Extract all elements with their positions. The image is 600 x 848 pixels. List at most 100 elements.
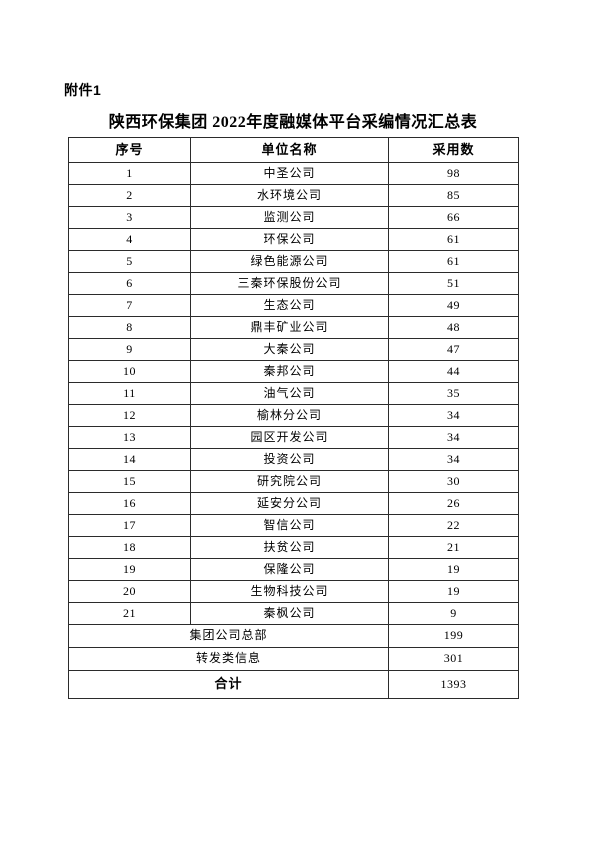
cell-name: 秦枫公司	[190, 602, 389, 625]
cell-count: 34	[388, 404, 519, 427]
total-count: 1393	[388, 670, 519, 699]
cell-count: 22	[388, 514, 519, 537]
cell-count: 51	[388, 272, 519, 295]
cell-count: 19	[388, 558, 519, 581]
summary-label: 转发类信息	[68, 647, 389, 671]
cell-no: 6	[68, 272, 191, 295]
cell-count: 61	[388, 228, 519, 251]
table-row: 11 油气公司 35	[68, 382, 519, 405]
cell-no: 1	[68, 162, 191, 185]
cell-no: 15	[68, 470, 191, 493]
header-cell-no: 序号	[68, 137, 191, 163]
cell-name: 智信公司	[190, 514, 389, 537]
table-row: 9 大秦公司 47	[68, 338, 519, 361]
table-row: 15 研究院公司 30	[68, 470, 519, 493]
cell-name: 中圣公司	[190, 162, 389, 185]
cell-count: 26	[388, 492, 519, 515]
cell-name: 三秦环保股份公司	[190, 272, 389, 295]
cell-no: 2	[68, 184, 191, 207]
table-row: 8 鼎丰矿业公司 48	[68, 316, 519, 339]
cell-no: 19	[68, 558, 191, 581]
summary-row-forwarded: 转发类信息 301	[68, 647, 519, 671]
cell-no: 10	[68, 360, 191, 383]
table-row: 21 秦枫公司 9	[68, 602, 519, 625]
table-row: 4 环保公司 61	[68, 228, 519, 251]
table-row: 20 生物科技公司 19	[68, 580, 519, 603]
summary-count: 199	[388, 624, 519, 648]
total-row: 合计 1393	[68, 670, 519, 699]
table-row: 1 中圣公司 98	[68, 162, 519, 185]
cell-count: 48	[388, 316, 519, 339]
cell-count: 47	[388, 338, 519, 361]
total-label: 合计	[68, 670, 389, 699]
table-row: 14 投资公司 34	[68, 448, 519, 471]
cell-no: 20	[68, 580, 191, 603]
table-row: 12 榆林分公司 34	[68, 404, 519, 427]
table-row: 5 绿色能源公司 61	[68, 250, 519, 273]
header-cell-name: 单位名称	[190, 137, 389, 163]
cell-name: 水环境公司	[190, 184, 389, 207]
table-row: 16 延安分公司 26	[68, 492, 519, 515]
cell-count: 9	[388, 602, 519, 625]
table-row: 18 扶贫公司 21	[68, 536, 519, 559]
cell-name: 环保公司	[190, 228, 389, 251]
attachment-label: 附件1	[64, 82, 102, 98]
cell-name: 鼎丰矿业公司	[190, 316, 389, 339]
cell-no: 8	[68, 316, 191, 339]
cell-name: 保隆公司	[190, 558, 389, 581]
table-row: 6 三秦环保股份公司 51	[68, 272, 519, 295]
cell-no: 5	[68, 250, 191, 273]
cell-count: 34	[388, 426, 519, 449]
cell-name: 大秦公司	[190, 338, 389, 361]
cell-name: 研究院公司	[190, 470, 389, 493]
table-row: 3 监测公司 66	[68, 206, 519, 229]
cell-name: 延安分公司	[190, 492, 389, 515]
table-row: 2 水环境公司 85	[68, 184, 519, 207]
cell-count: 66	[388, 206, 519, 229]
summary-count: 301	[388, 647, 519, 671]
cell-name: 油气公司	[190, 382, 389, 405]
cell-name: 榆林分公司	[190, 404, 389, 427]
table-row: 10 秦邦公司 44	[68, 360, 519, 383]
cell-no: 4	[68, 228, 191, 251]
cell-no: 11	[68, 382, 191, 405]
table-row: 7 生态公司 49	[68, 294, 519, 317]
cell-no: 3	[68, 206, 191, 229]
cell-no: 21	[68, 602, 191, 625]
page-title: 陕西环保集团 2022年度融媒体平台采编情况汇总表	[108, 114, 478, 131]
cell-name: 秦邦公司	[190, 360, 389, 383]
table-header-row: 序号 单位名称 采用数	[68, 137, 519, 163]
table-row: 19 保隆公司 19	[68, 558, 519, 581]
cell-name: 园区开发公司	[190, 426, 389, 449]
cell-count: 21	[388, 536, 519, 559]
cell-no: 7	[68, 294, 191, 317]
cell-name: 生态公司	[190, 294, 389, 317]
cell-count: 34	[388, 448, 519, 471]
header-cell-count: 采用数	[388, 137, 519, 163]
cell-name: 投资公司	[190, 448, 389, 471]
cell-count: 30	[388, 470, 519, 493]
summary-table: 序号 单位名称 采用数 1 中圣公司 98 2 水环境公司 85 3 监测公司 66 4 环保公司 6…	[68, 137, 519, 699]
cell-no: 16	[68, 492, 191, 515]
cell-name: 监测公司	[190, 206, 389, 229]
summary-row-hq: 集团公司总部 199	[68, 624, 519, 648]
cell-name: 生物科技公司	[190, 580, 389, 603]
table-row: 13 园区开发公司 34	[68, 426, 519, 449]
cell-no: 18	[68, 536, 191, 559]
cell-no: 12	[68, 404, 191, 427]
cell-count: 49	[388, 294, 519, 317]
cell-no: 17	[68, 514, 191, 537]
cell-count: 19	[388, 580, 519, 603]
table-row: 17 智信公司 22	[68, 514, 519, 537]
cell-no: 9	[68, 338, 191, 361]
cell-no: 14	[68, 448, 191, 471]
cell-name: 扶贫公司	[190, 536, 389, 559]
cell-count: 44	[388, 360, 519, 383]
cell-name: 绿色能源公司	[190, 250, 389, 273]
cell-count: 98	[388, 162, 519, 185]
summary-label: 集团公司总部	[68, 624, 389, 648]
cell-count: 35	[388, 382, 519, 405]
cell-count: 61	[388, 250, 519, 273]
cell-no: 13	[68, 426, 191, 449]
